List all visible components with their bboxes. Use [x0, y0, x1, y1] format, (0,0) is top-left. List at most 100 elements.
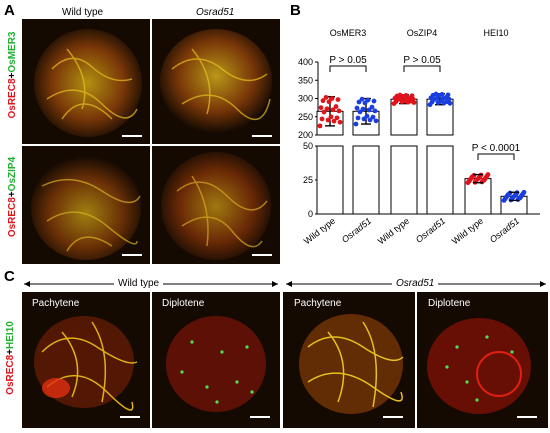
- chart-data-point: [317, 123, 323, 129]
- chart-data-point: [328, 114, 334, 120]
- stage-label-wt-pachytene: Pachytene: [32, 298, 80, 309]
- micrograph-c-wt-pachytene: [22, 292, 150, 428]
- chart-data-point: [510, 194, 516, 200]
- chart-data-point: [479, 179, 485, 185]
- panel-a-header-osrad51: Osrad51: [196, 7, 235, 18]
- chart-data-point: [474, 177, 480, 182]
- chart-bar-lower: [316, 145, 344, 215]
- micrograph-a-mut-zip4: [152, 146, 280, 264]
- chart-data-point: [318, 105, 324, 111]
- chart-bar-lower: [352, 145, 380, 215]
- chart-data-point: [326, 99, 332, 105]
- micrograph-a-mut-zip4-image: [161, 152, 272, 260]
- micrograph-a-wt-zip4-image: [31, 156, 142, 260]
- chart-data-point: [354, 105, 360, 111]
- chart-data-point: [323, 95, 329, 100]
- stage-label-mut-diplotene: Diplotene: [428, 298, 471, 309]
- row1-plus: +: [7, 72, 18, 79]
- chart-data-point: [430, 92, 436, 98]
- chart-x-tick-label: Wild type: [376, 216, 411, 247]
- chart-data-point: [329, 96, 335, 101]
- chart-data-point: [356, 99, 362, 105]
- chart-bar-lower: [426, 145, 454, 215]
- chart-data-point: [485, 172, 491, 177]
- panel-c-group-mut: Osrad51: [392, 278, 439, 289]
- stage-label-wt-diplotene: Diplotene: [162, 298, 205, 309]
- chart-data-point: [362, 100, 368, 106]
- panel-a-letter: A: [4, 2, 15, 19]
- chart-data-point: [436, 93, 442, 99]
- micrograph-a-wt-mer3-image: [34, 29, 142, 137]
- chart-data-point: [330, 107, 336, 113]
- panel-c-letter: C: [4, 268, 15, 285]
- chart-data-point: [369, 104, 375, 110]
- chart-x-tick-label: Osrad51: [488, 216, 521, 245]
- chart-annotation: P > 0.05: [329, 55, 367, 66]
- chart-data-point: [365, 97, 371, 103]
- chart-data-point: [371, 98, 377, 104]
- chart-x-tick-label: Osrad51: [414, 216, 447, 245]
- arrow-wt-left-head: [24, 281, 30, 287]
- panel-c-row-label: OsREC8+HEI10: [5, 308, 19, 408]
- panel-a-header-wild-type: Wild type: [62, 7, 104, 18]
- chart-y-tick-label: 350: [298, 75, 313, 85]
- chart-data-point: [357, 109, 363, 115]
- chart-data-point: [319, 116, 325, 122]
- row2-marker-a: OsREC8: [7, 197, 18, 238]
- chart-data-point: [353, 121, 359, 127]
- chart-data-point: [505, 192, 511, 198]
- chart-data-point: [447, 100, 453, 106]
- micrograph-a-mut-mer3-image: [160, 29, 272, 137]
- micrograph-c-mut-pachytene: [283, 292, 415, 428]
- arrow-mut-left-head: [286, 281, 292, 287]
- chart-data-point: [337, 119, 343, 125]
- chart-data-point: [321, 109, 327, 115]
- chart-y-tick-label: 400: [298, 57, 313, 67]
- micrograph-c-mut-pachytene-image: [299, 314, 404, 418]
- chart-y-tick-label: 50: [303, 141, 313, 151]
- panel-b-chart: OsMER3 OsZIP4 HEI10 200 250 300 350 400 0 25 50 P >…: [298, 28, 540, 247]
- chart-y-tick-label: 200: [298, 130, 313, 140]
- chart-data-point: [334, 115, 340, 121]
- chart-data-point: [395, 97, 401, 102]
- chart-x-tick-label: Wild type: [302, 216, 337, 247]
- chart-data-point: [521, 189, 527, 195]
- micrograph-c-wt-pachytene-image: [34, 316, 140, 418]
- panel-b-letter: B: [290, 2, 301, 19]
- panel-c-group-arrows: [24, 281, 546, 287]
- micrograph-c-wt-diplotene-image: [166, 316, 270, 418]
- arrow-mut-right-head: [540, 281, 546, 287]
- chart-data-point: [360, 106, 366, 112]
- chart-data-point: [370, 114, 376, 120]
- micrograph-c-wt-diplotene: [152, 292, 280, 428]
- chart-data-point: [441, 100, 447, 106]
- chart-data-point: [373, 118, 379, 124]
- chart-y-tick-label: 250: [298, 112, 313, 122]
- chart-x-tick-label: Wild type: [450, 216, 485, 247]
- micrograph-a-wt-zip4: [22, 146, 150, 264]
- panel-a-row2-label: OsREC8+OsZIP4: [7, 147, 21, 247]
- chart-data-point: [367, 117, 373, 123]
- chart-data-point: [445, 92, 451, 98]
- panel-c-group-wt: Wild type: [114, 278, 164, 289]
- micrograph-c-mut-diplotene: [417, 292, 548, 428]
- arrow-wt-right-head: [272, 281, 278, 287]
- chart-x-tick-label: Osrad51: [340, 216, 373, 245]
- c-marker-a: OsREC8: [5, 354, 16, 395]
- chart-data-point: [515, 197, 521, 202]
- row2-marker-b: OsZIP4: [7, 156, 18, 192]
- chart-data-point: [355, 115, 361, 121]
- chart-significance-bracket: [477, 153, 515, 160]
- chart-group-title: HEI10: [483, 28, 508, 38]
- chart-data-point: [320, 98, 326, 104]
- chart-bar-lower: [390, 145, 418, 215]
- chart-data-point: [325, 117, 331, 123]
- chart-y-tick-label: 300: [298, 94, 313, 104]
- chart-data-point: [372, 108, 378, 114]
- chart-data-point: [324, 106, 330, 112]
- chart-annotation: P > 0.05: [403, 55, 441, 66]
- micrograph-a-wt-mer3: [22, 19, 150, 144]
- chart-y-tick-label: 25: [303, 175, 313, 185]
- chart-data-point: [364, 113, 370, 119]
- chart-data-point: [331, 118, 337, 124]
